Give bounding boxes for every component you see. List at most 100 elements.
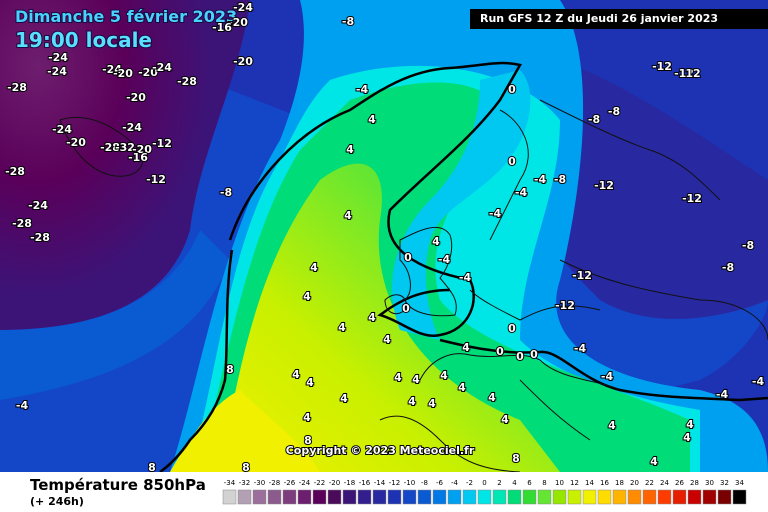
contour-label: -28	[7, 81, 27, 94]
contour-label: -12	[652, 60, 672, 73]
contour-label: 4	[306, 376, 314, 389]
legend-swatch	[372, 489, 387, 505]
contour-label: -8	[588, 113, 600, 126]
legend-tick-label: -8	[421, 479, 428, 487]
run-label: Run GFS 12 Z du Jeudi 26 janvier 2023	[480, 12, 718, 25]
contour-label: 4	[383, 333, 391, 346]
legend-swatch	[432, 489, 447, 505]
legend-swatch	[252, 489, 267, 505]
contour-label: 4	[683, 431, 691, 444]
contour-label: 4	[394, 371, 402, 384]
contour-label: -20	[132, 143, 152, 156]
contour-label: -24	[28, 199, 48, 212]
contour-label: 4	[303, 411, 311, 424]
legend-swatch	[597, 489, 612, 505]
contour-label: 4	[462, 341, 470, 354]
legend-swatch	[357, 489, 372, 505]
legend-tick-label: 28	[690, 479, 699, 487]
contour-label: -20	[113, 67, 133, 80]
legend-swatch	[732, 489, 747, 505]
contour-label: 4	[428, 397, 436, 410]
copyright: Copyright © 2023 Meteociel.fr	[286, 444, 475, 457]
contour-label: -4	[534, 173, 547, 186]
legend-tick-label: 14	[585, 479, 594, 487]
contour-label: -16	[128, 151, 148, 164]
legend-swatch	[417, 489, 432, 505]
legend-tick-label: 4	[512, 479, 517, 487]
contour-label: -8	[722, 261, 734, 274]
legend-tick-label: 12	[570, 479, 579, 487]
contour-label: 4	[340, 392, 348, 405]
legend-tick-label: 2	[497, 479, 501, 487]
legend-tick-label: 30	[705, 479, 714, 487]
contour-label: -4	[601, 370, 614, 383]
contour-label: -24	[233, 1, 253, 14]
contour-label: 8	[226, 363, 234, 376]
legend-tick-label: 20	[630, 479, 639, 487]
legend-tick-label: -26	[284, 479, 296, 487]
legend-tick-label: -34	[224, 479, 236, 487]
legend-swatch	[297, 489, 312, 505]
contour-label: -4	[489, 207, 502, 220]
legend-swatch	[222, 489, 237, 505]
legend-tick-label: 24	[660, 479, 669, 487]
forecast-time: 19:00 locale	[15, 28, 152, 52]
legend-tick-label: -12	[389, 479, 400, 487]
legend-tick-label: -14	[374, 479, 386, 487]
legend-tick-label: -28	[269, 479, 280, 487]
contour-label: 4	[292, 368, 300, 381]
legend-swatch	[567, 489, 582, 505]
legend-tick-label: 10	[555, 479, 564, 487]
contour-label: -8	[220, 186, 232, 199]
contour-label: -20	[138, 66, 158, 79]
color-legend: -34 -32 -30 -28 -26 -24 -22 -20 -18 -16 -14 -12 -10-…	[222, 479, 747, 505]
contour-label: 4	[344, 209, 352, 222]
contour-label: 4	[412, 373, 420, 386]
legend-swatch	[582, 489, 597, 505]
contour-label: 0	[508, 155, 516, 168]
legend-swatch	[702, 489, 717, 505]
contour-label: 8	[304, 434, 312, 447]
legend-tick-label: -32	[239, 479, 250, 487]
legend-swatch	[717, 489, 732, 505]
contour-label: -20	[66, 136, 86, 149]
contour-label: 4	[346, 143, 354, 156]
contour-label: -16	[212, 21, 232, 34]
contour-label: -4	[16, 399, 29, 412]
contour-label: -12	[682, 192, 702, 205]
contour-label: 0	[516, 350, 524, 363]
contour-label: -4	[438, 253, 451, 266]
legend-swatch	[612, 489, 627, 505]
legend-tick-label: 34	[735, 479, 744, 487]
legend-swatch	[537, 489, 552, 505]
legend-swatch	[327, 489, 342, 505]
contour-label: -28	[100, 141, 120, 154]
contour-label: -12	[572, 269, 592, 282]
forecast-date: Dimanche 5 février 2023	[15, 7, 237, 26]
legend-swatch	[552, 489, 567, 505]
contour-label: -8	[342, 15, 354, 28]
contour-label: 0	[530, 348, 538, 361]
legend-swatch	[462, 489, 477, 505]
contour-label: -24	[47, 65, 67, 78]
legend-tick-label: -18	[344, 479, 355, 487]
contour-label: 4	[501, 413, 509, 426]
legend-tick-label: 26	[675, 479, 684, 487]
legend-swatch	[687, 489, 702, 505]
legend-tick-label: 8	[542, 479, 546, 487]
legend-tick-label: -24	[299, 479, 311, 487]
contour-label: 4	[488, 391, 496, 404]
legend-swatch	[642, 489, 657, 505]
contour-label: 4	[368, 113, 376, 126]
contour-label: 4	[650, 455, 658, 468]
map-labels: -24-20-16 -8-24-24 -24-20 -20-24-28-28-20-2…	[4, 0, 765, 475]
field-title: Température 850hPa	[30, 476, 206, 494]
contour-label: 4	[686, 418, 694, 431]
legend-tick-label: -16	[359, 479, 371, 487]
legend-swatch	[282, 489, 297, 505]
contour-label: -28	[30, 231, 50, 244]
contour-label: -12	[146, 173, 166, 186]
legend-swatch	[522, 489, 537, 505]
contour-label: -8	[608, 105, 620, 118]
